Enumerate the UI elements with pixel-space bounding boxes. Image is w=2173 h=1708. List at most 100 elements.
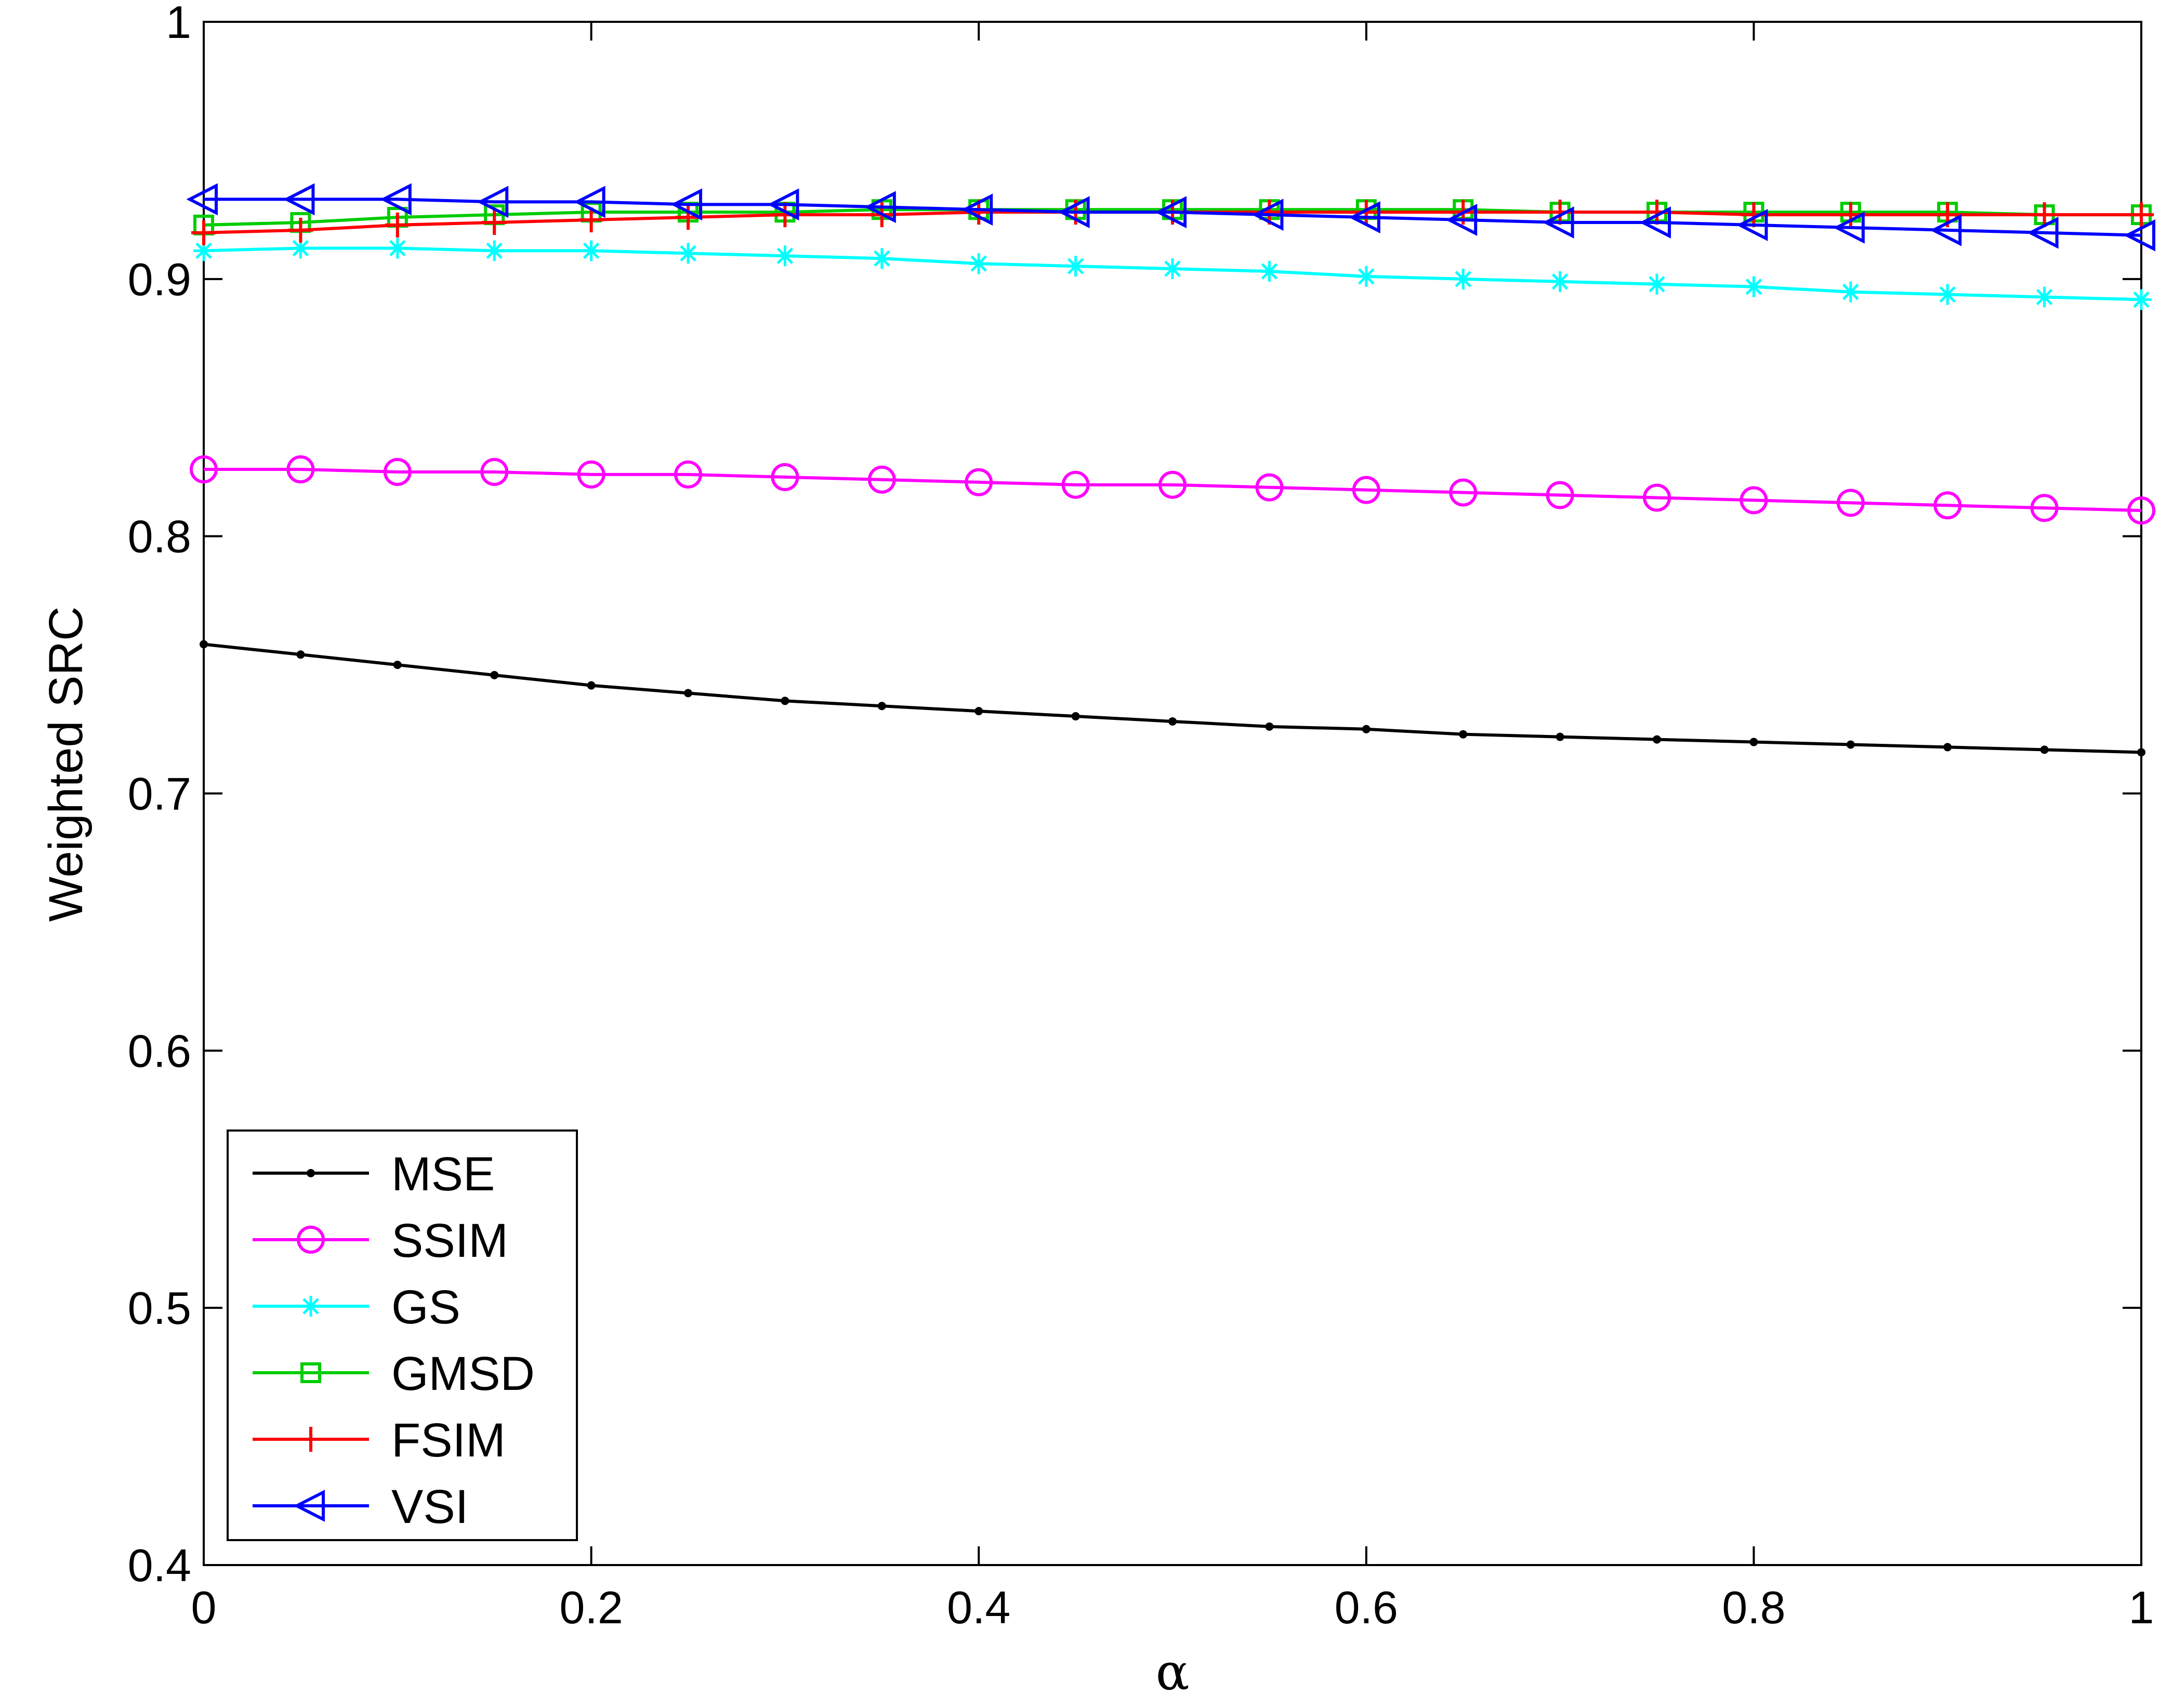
legend: MSE SSIM GS GMSD FSIM VSI [227,1129,578,1541]
x-tick-label: 0.2 [559,1582,623,1633]
legend-marker-vsi [293,1490,325,1522]
series-ssim [190,455,2155,525]
data-point-vsi [2124,219,2155,252]
y-tick-label: 0.9 [128,254,191,305]
data-point-gs [1647,273,1667,295]
data-point-gs [968,253,990,274]
data-point-fsim [482,209,507,235]
data-point-vsi [1542,206,1574,239]
data-point-vsi [1058,196,1090,229]
data-point-mse [1265,722,1274,731]
data-point-gs [1355,266,1377,287]
y-tick-label: 0.7 [128,768,191,820]
x-tick-label: 0.4 [947,1582,1010,1633]
y-tick-label: 0.6 [128,1025,191,1076]
data-point-ssim [1836,489,1865,517]
data-point-vsi [380,183,412,216]
data-point-gs [1549,271,1571,292]
legend-label-fsim: FSIM [391,1414,506,1467]
series-mse [200,640,2145,757]
legend-box [227,1129,578,1541]
data-point-mse [393,661,402,669]
data-point-vsi [186,183,218,216]
y-tick-label: 0.8 [128,511,191,562]
legend-marker-fsim [298,1427,323,1452]
data-point-mse [1168,717,1177,726]
data-point-vsi [573,186,605,218]
data-point-vsi [1155,196,1187,229]
data-point-gs [678,243,699,264]
data-point-ssim [1352,476,1380,504]
y-axis-label: Weighted SRC [39,607,93,922]
data-point-mse [1071,712,1080,721]
data-point-gs [193,240,214,261]
data-point-gs [484,240,505,261]
data-point-ssim [383,457,412,486]
data-point-fsim [1353,200,1379,225]
x-axis-label: α [1156,1643,1190,1701]
data-point-mse [974,707,983,716]
data-point-fsim [191,220,216,245]
legend-label-vsi: VSI [391,1480,468,1533]
legend-item-vsi: VSI [253,1480,468,1533]
x-tick-label: 0.8 [1722,1582,1785,1633]
data-point-ssim [1158,470,1187,499]
data-point-mse [781,697,789,705]
data-point-gs [581,240,602,261]
data-point-vsi [1349,201,1380,233]
data-point-ssim [1740,486,1768,515]
data-point-mse [877,702,886,711]
data-point-gs [1840,281,1861,303]
data-point-ssim [1643,483,1671,512]
legend-marker-mse [307,1169,315,1177]
y-tick-label: 0.4 [128,1540,191,1591]
data-point-fsim [2032,202,2057,228]
data-point-fsim [2129,202,2154,228]
data-point-vsi [670,188,702,221]
data-point-gs [1162,258,1183,280]
y-tick-label: 0.5 [128,1282,191,1334]
legend-marker-gs [300,1296,321,1317]
y-tick-label: 1 [166,0,191,48]
x-tick-label: 0.6 [1335,1582,1398,1633]
data-point-ssim [190,455,218,484]
data-point-ssim [1546,481,1574,509]
data-point-vsi [864,191,896,224]
series-line-vsi [204,198,2142,237]
legend-label-gs: GS [391,1281,460,1334]
data-point-mse [1943,743,1952,752]
data-point-vsi [283,183,315,216]
legend-item-mse: MSE [253,1148,495,1201]
x-tick-label: 1 [2129,1582,2154,1633]
data-point-ssim [1449,478,1478,507]
data-point-mse [684,689,692,698]
data-point-vsi [1930,214,1962,246]
data-point-ssim [286,455,315,484]
data-point-gs [871,248,892,269]
data-point-mse [1749,738,1758,746]
data-point-vsi [1736,209,1768,241]
data-point-ssim [577,460,605,489]
data-point-vsi [961,193,993,226]
series-gs [193,238,2152,310]
data-point-mse [2040,745,2049,754]
data-point-gs [2034,286,2055,308]
legend-marker-ssim [297,1226,325,1254]
data-point-mse [1653,735,1661,744]
data-point-fsim [578,207,604,233]
data-point-ssim [1061,470,1090,499]
data-point-vsi [1833,211,1865,244]
series-line-ssim [204,468,2142,513]
data-point-mse [587,681,596,690]
data-point-ssim [965,468,993,496]
data-point-vsi [1639,206,1671,239]
data-point-ssim [867,465,896,494]
x-tick-label: 0 [191,1582,217,1633]
data-point-vsi [1445,204,1478,236]
data-point-mse [1362,725,1371,733]
data-point-fsim [288,217,313,243]
legend-item-gmsd: GMSD [253,1347,535,1400]
data-point-mse [200,640,208,649]
